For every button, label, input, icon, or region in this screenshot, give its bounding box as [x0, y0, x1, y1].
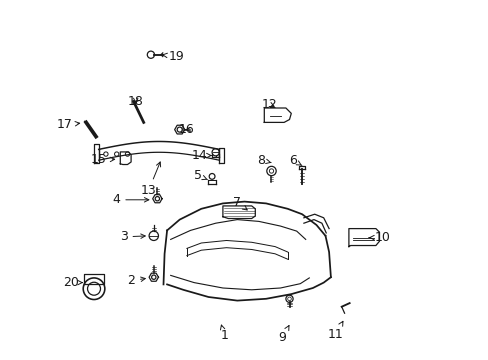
Text: 17: 17 — [57, 118, 80, 131]
Text: 6: 6 — [288, 154, 301, 167]
Text: 12: 12 — [262, 98, 277, 111]
Text: 18: 18 — [127, 95, 143, 108]
Text: 14: 14 — [191, 149, 211, 162]
Text: 8: 8 — [257, 154, 270, 167]
Text: 4: 4 — [112, 193, 148, 206]
Text: 13: 13 — [140, 162, 160, 197]
Text: 16: 16 — [178, 123, 194, 136]
Text: 2: 2 — [127, 274, 145, 287]
Text: 10: 10 — [368, 231, 390, 244]
Text: 3: 3 — [120, 230, 145, 243]
Text: 20: 20 — [63, 276, 82, 289]
Text: 7: 7 — [232, 196, 247, 210]
Text: 15: 15 — [91, 153, 114, 166]
Text: 5: 5 — [194, 169, 207, 182]
Text: 9: 9 — [278, 325, 288, 344]
Text: 19: 19 — [162, 50, 183, 63]
Text: 11: 11 — [327, 321, 343, 341]
Text: 1: 1 — [220, 325, 228, 342]
